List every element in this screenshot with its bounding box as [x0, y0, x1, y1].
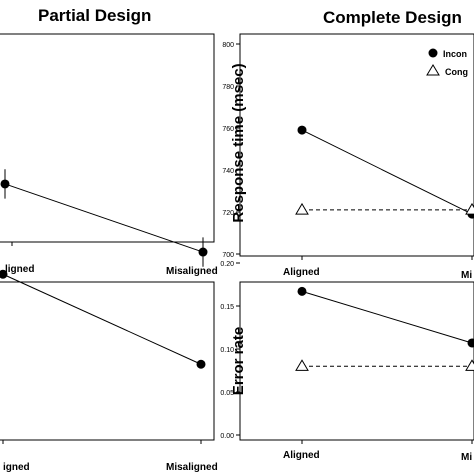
y-tick-label: 0.05: [220, 390, 234, 397]
data-point-circle: [0, 269, 8, 279]
data-point-circle: [297, 286, 307, 296]
x-tick-label: Misaligned: [166, 462, 218, 473]
y-tick-label: 0.00: [220, 433, 234, 440]
y-tick-label: 700: [222, 252, 234, 259]
y-axis-label: Response time (msec): [230, 63, 247, 222]
y-tick-label: 0.10: [220, 347, 234, 354]
panel-frame-rb: [239, 281, 474, 441]
left-title: Partial Design: [38, 6, 152, 25]
data-point-triangle: [295, 202, 309, 215]
data-point-triangle: [295, 359, 309, 371]
data-point-circle: [297, 125, 307, 135]
data-point-triangle: [465, 202, 474, 215]
y-tick-label: 720: [222, 210, 234, 217]
y-axis-label: Error rate: [230, 327, 247, 395]
panel-frame-lt: [0, 33, 215, 243]
x-tick-label: Mi: [461, 270, 472, 281]
series-line-rt-0: [301, 129, 473, 215]
x-tick-label: Aligned: [283, 450, 320, 461]
x-tick-label: Aligned: [283, 267, 320, 278]
data-point-triangle: [465, 359, 474, 371]
x-tick-label: Misaligned: [166, 266, 218, 277]
legend-marker-triangle: [426, 64, 440, 76]
y-tick-label: 740: [222, 168, 234, 175]
panel-frame-lb: [0, 281, 215, 441]
y-tick-label: 780: [222, 84, 234, 91]
y-tick-label: 800: [222, 42, 234, 49]
right-title: Complete Design: [323, 8, 462, 27]
panel-frame-rt: [239, 33, 474, 257]
legend-marker-circle: [428, 48, 438, 58]
legend-label: Cong: [445, 67, 468, 77]
data-point-circle: [467, 338, 474, 348]
y-tick-label: 760: [222, 126, 234, 133]
y-tick-label: 0.15: [220, 304, 234, 311]
series-line-rb-0: [301, 290, 473, 344]
data-point-circle: [0, 179, 10, 189]
y-tick-label: 0.20: [220, 261, 234, 268]
data-point-circle: [198, 247, 208, 257]
series-line-lb-0: [2, 273, 202, 365]
x-tick-label: ligned: [5, 264, 34, 275]
data-point-circle: [196, 359, 206, 369]
series-line-lt-0: [4, 183, 204, 253]
x-tick-label: Mi: [461, 452, 472, 463]
x-tick-label: igned: [3, 462, 30, 473]
legend-label: Incon: [443, 49, 467, 59]
